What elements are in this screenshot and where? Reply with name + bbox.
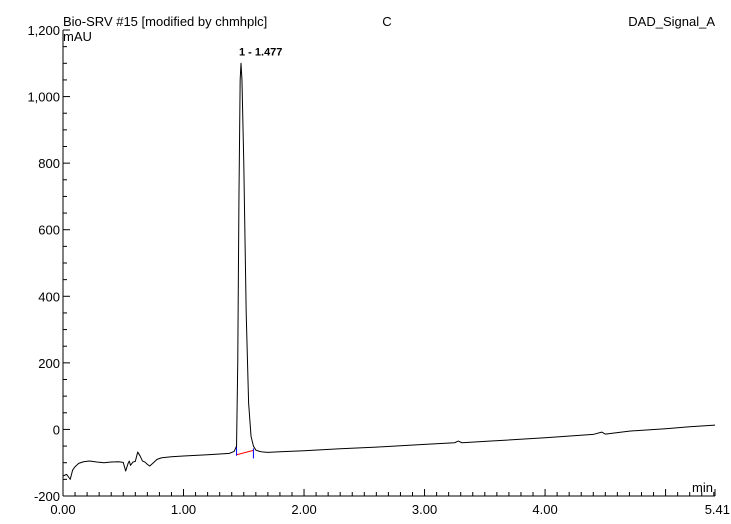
y-axis-label: mAU [63, 29, 92, 44]
y-tick-label: -200 [34, 489, 60, 504]
axes [62, 30, 715, 497]
header-channel: C [382, 14, 391, 29]
ticks: -200 0 200 400 600 800 1,000 1,200 0.00 1.00 2.00 3… [27, 23, 730, 517]
signal-trace [62, 62, 716, 480]
x-axis-label: min [692, 480, 713, 495]
x-tick-label: 3.00 [412, 502, 437, 517]
header-sample-name: Bio-SRV #15 [modified by chmhplc] [63, 14, 267, 29]
x-tick-label: 0.00 [50, 502, 75, 517]
y-tick-label: 400 [38, 289, 60, 304]
x-tick-label: 5.41 [705, 502, 730, 517]
peak-label: 1 - 1.477 [239, 46, 282, 58]
header-signal-name: DAD_Signal_A [628, 14, 715, 29]
integration-baseline [236, 449, 254, 456]
y-tick-label: 600 [38, 223, 60, 238]
y-tick-label: 1,200 [27, 23, 60, 38]
y-tick-label: 800 [38, 156, 60, 171]
plot-area: 1 - 1.477 [62, 46, 716, 480]
y-tick-label: 0 [53, 422, 60, 437]
y-tick-label: 200 [38, 356, 60, 371]
y-tick-label: 1,000 [27, 90, 60, 105]
x-tick-label: 2.00 [291, 502, 316, 517]
x-tick-label: 1.00 [171, 502, 196, 517]
x-tick-label: 4.00 [532, 502, 557, 517]
